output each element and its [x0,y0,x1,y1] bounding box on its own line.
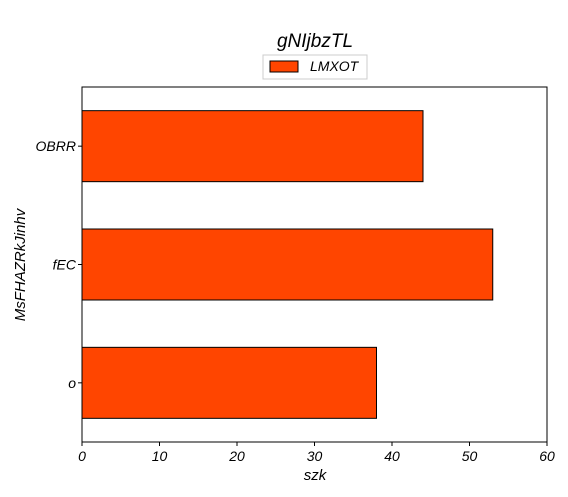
x-tick-label: 10 [152,448,168,464]
x-axis-label: szk [304,467,328,484]
x-tick-label: 30 [307,448,323,464]
chart-title: gNIjbzTL [277,31,353,52]
x-axis-ticks: 0 10 20 30 40 50 60 [78,442,555,464]
x-tick-label: 60 [539,448,555,464]
y-axis-label: MsFHAZRkJinhv [12,207,29,321]
legend-label: LMXOT [310,58,360,74]
x-tick-label: 50 [462,448,478,464]
bars-group [81,110,494,419]
legend: LMXOT [262,54,368,80]
x-tick-label: 40 [384,448,400,464]
plot-area-frame [81,86,548,443]
legend-swatch [269,60,299,73]
bar-o [81,346,377,419]
bar-OBRR [81,110,424,183]
y-tick-label: o [68,375,76,391]
x-tick-label: 20 [228,448,245,464]
y-axis-ticks: OBRR fEC o [36,138,82,391]
y-tick-label: fEC [53,257,77,273]
y-tick-label: OBRR [36,138,76,154]
x-tick-label: 0 [78,448,86,464]
bar-fEC [81,228,494,301]
